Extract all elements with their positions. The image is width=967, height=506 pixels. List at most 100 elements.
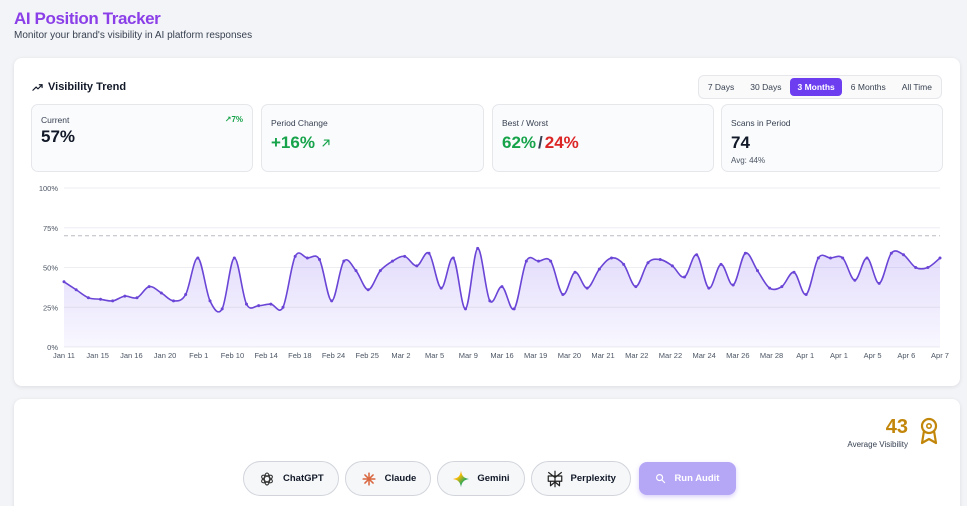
platform-claude-label: Claude	[384, 473, 417, 484]
x-tick-label: Mar 16	[490, 351, 513, 360]
x-tick-label: Mar 9	[459, 351, 478, 360]
platform-perplexity-button[interactable]: Perplexity	[530, 461, 631, 496]
stat-current: Current ↗7% 57%	[31, 104, 253, 172]
data-point	[658, 258, 662, 262]
gemini-icon	[452, 470, 470, 488]
data-point	[780, 285, 784, 289]
card-title: Visibility Trend	[48, 81, 127, 93]
data-point	[938, 256, 942, 260]
data-point	[926, 266, 930, 269]
card-heading: Visibility Trend	[32, 81, 126, 93]
x-tick-label: Mar 19	[524, 351, 547, 360]
platform-claude-button[interactable]: Claude	[344, 461, 432, 496]
data-point	[634, 285, 638, 289]
tab-all-time[interactable]: All Time	[901, 82, 932, 92]
data-point	[257, 304, 261, 308]
data-point	[342, 259, 346, 263]
x-tick-label: Mar 22	[625, 351, 648, 360]
x-tick-label: Mar 28	[760, 351, 783, 360]
stat-period-change-label: Period Change	[271, 118, 328, 128]
y-tick-label: 0%	[47, 343, 58, 352]
tab-3-months[interactable]: 3 Months	[790, 78, 842, 96]
data-point	[135, 296, 139, 300]
data-point	[610, 256, 613, 260]
data-point	[245, 302, 248, 306]
x-tick-label: Apr 6	[897, 351, 915, 360]
data-point	[62, 280, 66, 284]
stat-period-change-value: +16%	[271, 133, 315, 152]
x-tick-label: Mar 5	[425, 351, 444, 360]
data-point	[902, 253, 905, 257]
platform-gemini-button[interactable]: Gemini	[437, 461, 525, 496]
data-point	[865, 256, 869, 260]
stat-worst-value: 24%	[544, 133, 579, 152]
data-point	[378, 269, 382, 273]
stat-scans-value: 74	[731, 133, 750, 152]
platform-chatgpt-button[interactable]: ChatGPT	[243, 461, 339, 496]
data-point	[561, 293, 565, 297]
tab-7-days[interactable]: 7 Days	[707, 82, 735, 92]
perplexity-icon	[546, 470, 564, 488]
data-point	[232, 256, 236, 260]
stat-best-worst-value: 62%/24%	[502, 133, 579, 153]
stat-scans-avg: Avg: 44%	[731, 156, 766, 165]
data-point	[86, 296, 90, 300]
data-point	[451, 256, 455, 260]
x-tick-label: Mar 24	[692, 351, 715, 360]
x-tick-label: Apr 7	[931, 351, 949, 360]
audit-card: 43 Average Visibility ChatGPT	[14, 399, 960, 506]
stat-current-delta-value: 7%	[231, 115, 243, 124]
x-tick-label: Feb 25	[356, 351, 379, 360]
data-point	[403, 254, 407, 258]
data-point	[318, 258, 321, 262]
arrow-up-right-icon	[322, 139, 330, 147]
stat-scans-label: Scans in Period	[731, 118, 791, 128]
data-point	[804, 293, 808, 297]
stat-separator: /	[538, 133, 543, 152]
x-tick-label: Feb 10	[221, 351, 244, 360]
data-point	[488, 299, 492, 303]
data-point	[731, 283, 735, 287]
x-tick-label: Jan 15	[86, 351, 109, 360]
x-tick-label: Mar 21	[591, 351, 614, 360]
data-point	[330, 299, 334, 303]
data-point	[707, 286, 711, 290]
award-icon	[920, 417, 938, 445]
platform-gemini-label: Gemini	[477, 473, 510, 484]
x-tick-label: Feb 14	[254, 351, 277, 360]
run-audit-button[interactable]: Run Audit	[638, 462, 736, 495]
data-point	[683, 275, 686, 279]
stat-current-delta: ↗7%	[225, 115, 243, 124]
claude-icon	[360, 470, 378, 488]
tab-30-days[interactable]: 30 Days	[750, 82, 782, 92]
data-point	[695, 253, 699, 257]
tab-6-months[interactable]: 6 Months	[850, 82, 886, 92]
data-point	[391, 259, 394, 263]
stat-current-value: 57%	[41, 127, 76, 146]
data-point	[159, 291, 163, 295]
data-point	[877, 281, 881, 285]
data-point	[792, 270, 796, 274]
data-point	[123, 294, 127, 298]
data-point	[293, 254, 297, 258]
data-point	[853, 278, 857, 282]
data-point	[208, 299, 212, 303]
data-point	[537, 259, 540, 263]
data-point	[524, 259, 528, 263]
platform-perplexity-label: Perplexity	[570, 473, 616, 484]
data-point	[512, 307, 516, 311]
data-point	[354, 269, 358, 273]
data-point	[366, 288, 370, 292]
data-point	[184, 293, 188, 297]
data-point	[427, 251, 431, 255]
data-point	[147, 285, 151, 289]
search-icon	[656, 474, 666, 484]
chatgpt-icon	[258, 470, 276, 488]
data-point	[269, 302, 273, 306]
data-point	[573, 270, 577, 274]
platform-chatgpt-label: ChatGPT	[283, 473, 324, 484]
data-point	[549, 259, 553, 263]
data-point	[172, 299, 175, 303]
data-point	[476, 246, 480, 250]
average-visibility-value: 43	[885, 416, 908, 438]
